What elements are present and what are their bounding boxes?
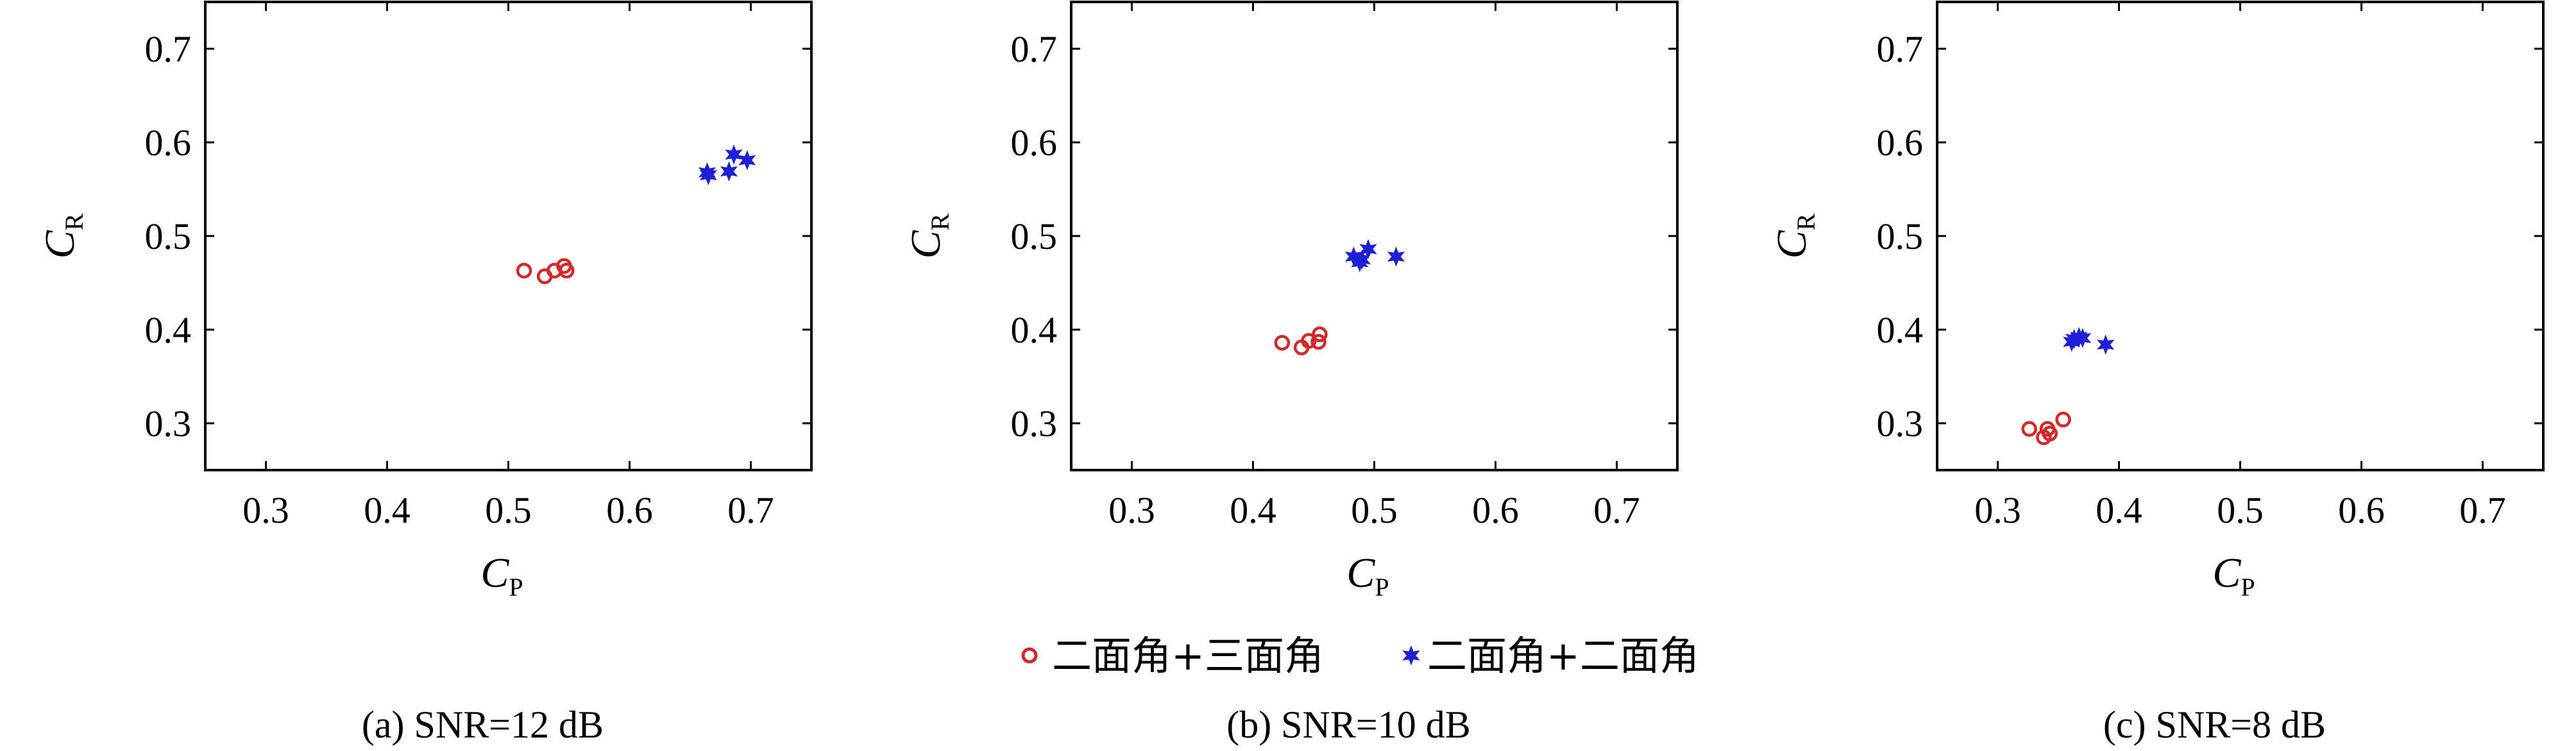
plot-frame xyxy=(1070,1,1679,471)
x-tick-label: 0.4 xyxy=(364,489,411,531)
x-tick-label: 0.5 xyxy=(1351,489,1398,531)
y-tick-label: 0.3 xyxy=(145,403,192,444)
y-tick-label: 0.6 xyxy=(1877,122,1924,164)
y-tick-label: 0.5 xyxy=(1877,215,1924,257)
data-point-open-circle xyxy=(516,262,532,279)
y-axis-label: CR xyxy=(37,213,89,258)
x-tick-label: 0.5 xyxy=(2217,489,2264,531)
data-point-filled-star xyxy=(2074,328,2092,348)
plot-frame xyxy=(204,1,813,471)
scatter-panel-1: 0.3 0.4 0.5 0.6 0.7 0.3 0.4 0.5 0.6 0.7 CP CR (b) SN… xyxy=(902,1,1679,746)
y-tick-label: 0.4 xyxy=(145,309,192,351)
scatter-panel-2: 0.3 0.4 0.5 0.6 0.7 0.3 0.4 0.5 0.6 0.7 CP CR (c) SN… xyxy=(1768,1,2545,746)
y-axis-label: CR xyxy=(902,213,954,258)
legend-marker-filled-star xyxy=(1402,645,1420,666)
data-point-filled-star xyxy=(725,144,743,165)
x-tick-label: 0.6 xyxy=(1472,489,1519,531)
legend: 二面角+三面角 二面角+二面角 xyxy=(1021,632,1699,679)
x-axis-label: CP xyxy=(1346,550,1389,602)
x-tick-label: 0.7 xyxy=(2459,489,2506,531)
x-axis-label: CP xyxy=(2212,550,2255,602)
scatter-panel-0: 0.3 0.4 0.5 0.6 0.7 0.3 0.4 0.5 0.6 0.7 CP CR (a) SN… xyxy=(37,1,813,746)
x-tick-label: 0.6 xyxy=(2338,489,2385,531)
data-point-open-circle xyxy=(2021,421,2037,437)
x-tick-label: 0.5 xyxy=(485,489,532,531)
data-point-open-circle xyxy=(1301,333,1317,349)
data-point-filled-star xyxy=(738,149,756,171)
x-tick-label: 0.3 xyxy=(1974,489,2021,531)
panel-caption: (b) SNR=10 dB xyxy=(1226,704,1471,746)
x-tick-label: 0.3 xyxy=(1108,489,1155,531)
y-tick-label: 0.3 xyxy=(1877,403,1924,444)
legend-label-series-a: 二面角+三面角 xyxy=(1052,632,1324,679)
chart-panels: 0.3 0.4 0.5 0.6 0.7 0.3 0.4 0.5 0.6 0.7 CP CR (a) SN… xyxy=(37,1,2545,746)
y-tick-label: 0.7 xyxy=(1011,28,1058,70)
x-tick-label: 0.7 xyxy=(727,489,774,531)
data-point-filled-star xyxy=(1387,246,1405,267)
legend-label-series-b: 二面角+二面角 xyxy=(1427,632,1699,679)
x-tick-label: 0.4 xyxy=(1230,489,1276,531)
data-point-open-circle xyxy=(2042,425,2058,442)
x-tick-label: 0.6 xyxy=(606,489,653,531)
x-axis-label: CP xyxy=(480,550,523,602)
data-point-filled-star xyxy=(720,161,738,182)
y-tick-label: 0.7 xyxy=(1877,28,1924,70)
y-tick-label: 0.4 xyxy=(1877,309,1924,351)
y-tick-label: 0.4 xyxy=(1011,309,1058,351)
x-tick-label: 0.7 xyxy=(1593,489,1640,531)
legend-marker-open-circle xyxy=(1021,647,1038,664)
data-point-filled-star xyxy=(699,165,718,185)
plot-frame xyxy=(1936,1,2545,471)
panel-caption: (a) SNR=12 dB xyxy=(362,704,604,746)
y-tick-label: 0.7 xyxy=(145,28,192,70)
data-point-open-circle xyxy=(2055,411,2071,428)
y-tick-label: 0.5 xyxy=(145,215,192,257)
panel-caption: (c) SNR=8 dB xyxy=(2103,704,2326,746)
data-point-open-circle xyxy=(1274,335,1291,351)
y-tick-label: 0.5 xyxy=(1011,215,1058,257)
data-point-open-circle xyxy=(1312,326,1328,342)
data-point-filled-star xyxy=(1359,239,1377,260)
y-tick-label: 0.3 xyxy=(1011,403,1058,444)
data-point-open-circle xyxy=(1310,333,1326,350)
y-tick-label: 0.6 xyxy=(145,122,192,164)
data-point-open-circle xyxy=(558,262,575,279)
y-tick-label: 0.6 xyxy=(1011,122,1058,164)
x-tick-label: 0.4 xyxy=(2096,489,2142,531)
data-point-filled-star xyxy=(2097,334,2115,355)
x-tick-label: 0.3 xyxy=(242,489,289,531)
y-axis-label: CR xyxy=(1768,213,1820,258)
